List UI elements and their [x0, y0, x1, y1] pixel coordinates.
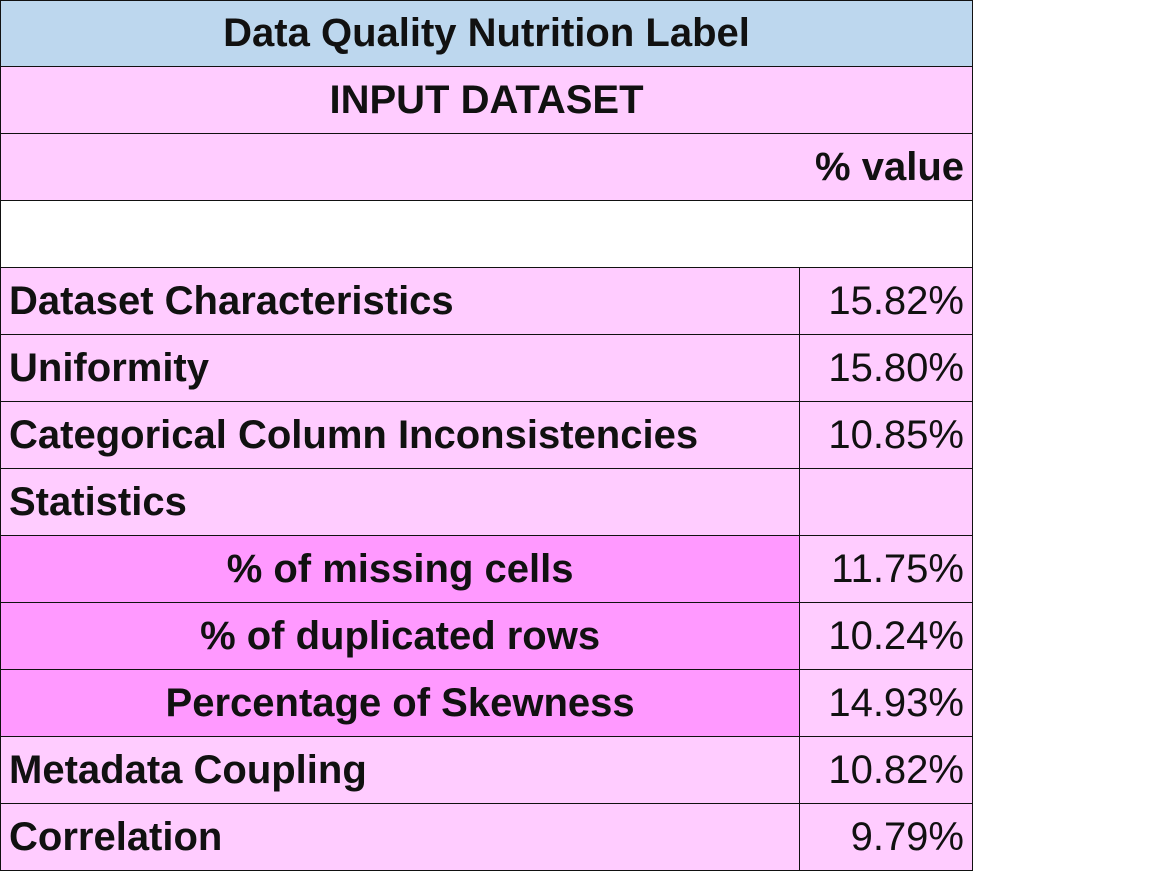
row-value: 15.82%: [828, 278, 964, 323]
subrow-label: % of duplicated rows: [1, 603, 801, 669]
row-label: Categorical Column Inconsistencies: [1, 402, 801, 468]
label-title: Data Quality Nutrition Label: [223, 11, 750, 55]
header-row: % value: [0, 134, 973, 201]
table-subrow: % of duplicated rows 10.24%: [0, 603, 973, 670]
row-label: Correlation: [1, 804, 801, 870]
row-label: Dataset Characteristics: [1, 268, 801, 334]
table-row: Uniformity 15.80%: [0, 335, 973, 402]
subrow-value: 14.93%: [800, 670, 972, 736]
subrow-value: 10.24%: [800, 603, 972, 669]
value-column-header: % value: [815, 144, 964, 189]
nutrition-label-table: Data Quality Nutrition Label INPUT DATAS…: [0, 0, 973, 871]
subrow-label: % of missing cells: [1, 536, 801, 602]
table-row: Correlation 9.79%: [0, 804, 973, 871]
row-value: 9.79%: [850, 814, 964, 859]
title-row: Data Quality Nutrition Label: [0, 0, 973, 67]
table-row: Dataset Characteristics 15.82%: [0, 268, 973, 335]
spacer-row: [0, 201, 973, 268]
row-label: Uniformity: [1, 335, 801, 401]
subrow-label: Percentage of Skewness: [1, 670, 801, 736]
row-value: 10.82%: [828, 747, 964, 792]
subtitle-row: INPUT DATASET: [0, 67, 973, 134]
table-subrow: % of missing cells 11.75%: [0, 536, 973, 603]
table-subrow: Percentage of Skewness 14.93%: [0, 670, 973, 737]
table-row: Categorical Column Inconsistencies 10.85…: [0, 402, 973, 469]
row-value: 15.80%: [828, 345, 964, 390]
row-value: [800, 469, 972, 535]
table-row: Metadata Coupling 10.82%: [0, 737, 973, 804]
row-label: Metadata Coupling: [1, 737, 801, 803]
row-value: 10.85%: [828, 412, 964, 457]
row-label: Statistics: [1, 469, 801, 535]
dataset-subtitle: INPUT DATASET: [329, 77, 644, 122]
subrow-value: 11.75%: [800, 536, 972, 602]
table-row: Statistics: [0, 469, 973, 536]
